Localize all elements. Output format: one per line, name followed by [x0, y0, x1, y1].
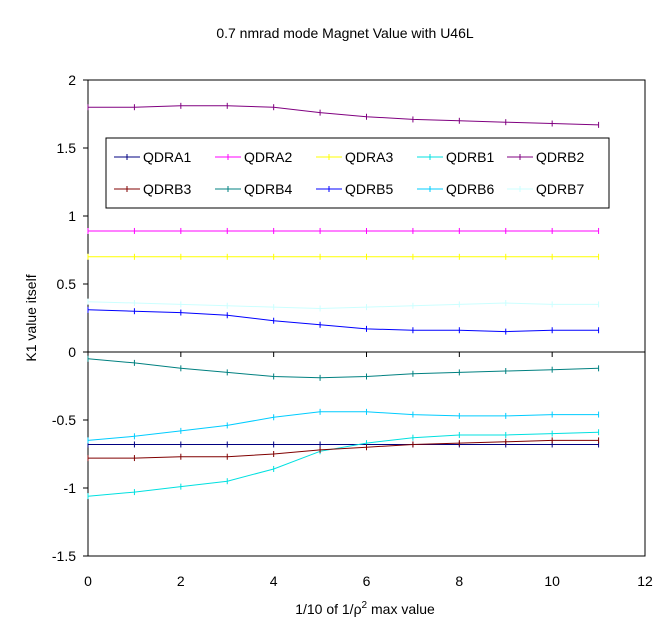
x-tick-label: 2 [177, 573, 185, 589]
series-line-qdrb1 [87, 431, 599, 497]
y-tick-label: 0.5 [57, 276, 77, 292]
x-axis-title-pre: 1/10 of 1/ [295, 601, 353, 617]
y-tick-label: 0 [68, 344, 76, 360]
x-tick-label: 4 [270, 573, 278, 589]
series-line-qdrb3 [88, 439, 599, 459]
y-tick-label: -1 [64, 480, 77, 496]
legend-label-qdrb4: QDRB4 [244, 181, 292, 197]
legend-label-qdrb7: QDRB7 [536, 181, 584, 197]
y-axis-title: K1 value itself [23, 274, 39, 361]
legend-label-qdrb3: QDRB3 [143, 181, 191, 197]
series-line-qdrb5 [87, 309, 599, 333]
series-line-qdrb2 [88, 105, 599, 126]
y-tick-label: 1 [68, 208, 76, 224]
x-axis-title: 1/10 of 1/ρ2 max value [295, 600, 435, 617]
x-axis-title-post: max value [367, 601, 435, 617]
series-layer [87, 102, 600, 500]
y-tick-label: -1.5 [52, 548, 76, 564]
y-tick-label: 2 [68, 72, 76, 88]
x-axis-title-sup: 2 [362, 600, 368, 611]
x-tick-label: 10 [544, 573, 560, 589]
y-tick-label: 1.5 [57, 140, 77, 156]
x-tick-label: 6 [363, 573, 371, 589]
legend-label-qdra1: QDRA1 [143, 149, 191, 165]
series-line-qdrb4 [87, 358, 599, 379]
legend: QDRA1 QDRA2 QDRA3 QDRB1 QDRB2 QDRB3 QDRB4 QDRB5… [105, 137, 610, 209]
y-tick-label: -0.5 [52, 412, 76, 428]
legend-label-qdrb1: QDRB1 [446, 149, 494, 165]
series-line-qdrb6 [87, 411, 599, 441]
legend-label-qdrb5: QDRB5 [345, 181, 393, 197]
legend-label-qdrb6: QDRB6 [446, 181, 494, 197]
x-axis-title-rho: ρ [354, 601, 362, 617]
series-line-qdrb7 [87, 301, 599, 310]
x-axis-ticks: 0 2 4 6 8 10 12 [84, 352, 653, 589]
x-tick-label: 0 [84, 573, 92, 589]
legend-label-qdra3: QDRA3 [345, 149, 393, 165]
y-axis-ticks: 2 1.5 1 0.5 0 -0.5 -1 -1.5 [52, 72, 88, 564]
chart-title: 0.7 nmrad mode Magnet Value with U46L [216, 25, 474, 41]
x-tick-label: 12 [637, 573, 653, 589]
legend-label-qdrb2: QDRB2 [536, 149, 584, 165]
legend-box [105, 137, 610, 209]
x-tick-label: 8 [455, 573, 463, 589]
legend-label-qdra2: QDRA2 [244, 149, 292, 165]
